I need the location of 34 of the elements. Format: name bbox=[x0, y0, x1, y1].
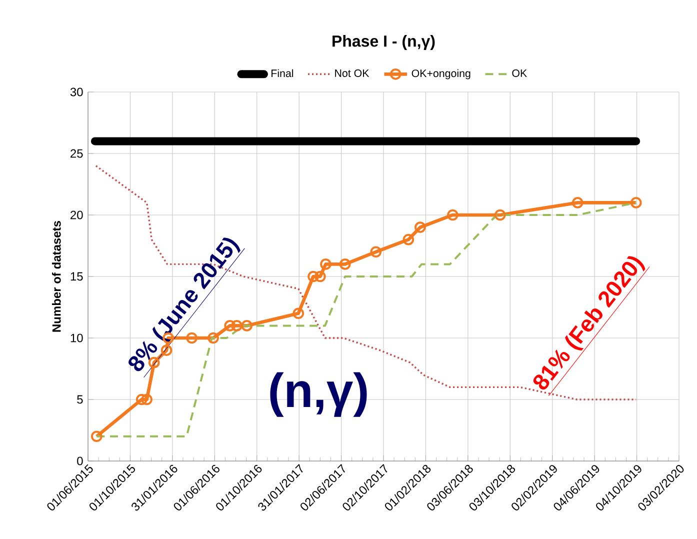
y-tick-label: 15 bbox=[70, 272, 83, 281]
point bbox=[308, 270, 319, 282]
point bbox=[224, 320, 236, 332]
point bbox=[572, 197, 584, 208]
chart-title: Phase I - (n,γ) bbox=[332, 35, 435, 50]
point bbox=[630, 197, 642, 208]
y-tick-label: 0 bbox=[77, 456, 83, 466]
y-tick-label: 30 bbox=[70, 88, 83, 96]
point bbox=[320, 258, 332, 270]
point bbox=[208, 332, 219, 344]
annotation: (n,γ) bbox=[270, 372, 367, 417]
point bbox=[402, 234, 414, 246]
point bbox=[447, 209, 458, 221]
legend-label: OK+ongoing bbox=[412, 69, 470, 80]
point bbox=[136, 394, 148, 406]
point bbox=[339, 258, 351, 270]
point bbox=[160, 344, 172, 356]
legend-label: Final bbox=[272, 69, 294, 78]
point bbox=[494, 209, 506, 221]
point bbox=[90, 430, 102, 442]
legend-label: OK bbox=[512, 69, 527, 77]
point bbox=[370, 246, 382, 258]
point bbox=[292, 308, 304, 320]
legend-label: Not OK bbox=[335, 69, 370, 77]
point bbox=[231, 320, 242, 332]
y-tick-label: 5 bbox=[77, 395, 83, 404]
y-axis-title: Number of datasets bbox=[52, 220, 61, 332]
point bbox=[314, 270, 326, 282]
point bbox=[414, 222, 426, 233]
y-tick-label: 10 bbox=[70, 334, 83, 342]
point bbox=[241, 320, 252, 332]
y-tick-label: 20 bbox=[70, 210, 83, 220]
point bbox=[141, 394, 152, 406]
y-tick-label: 25 bbox=[70, 149, 83, 158]
